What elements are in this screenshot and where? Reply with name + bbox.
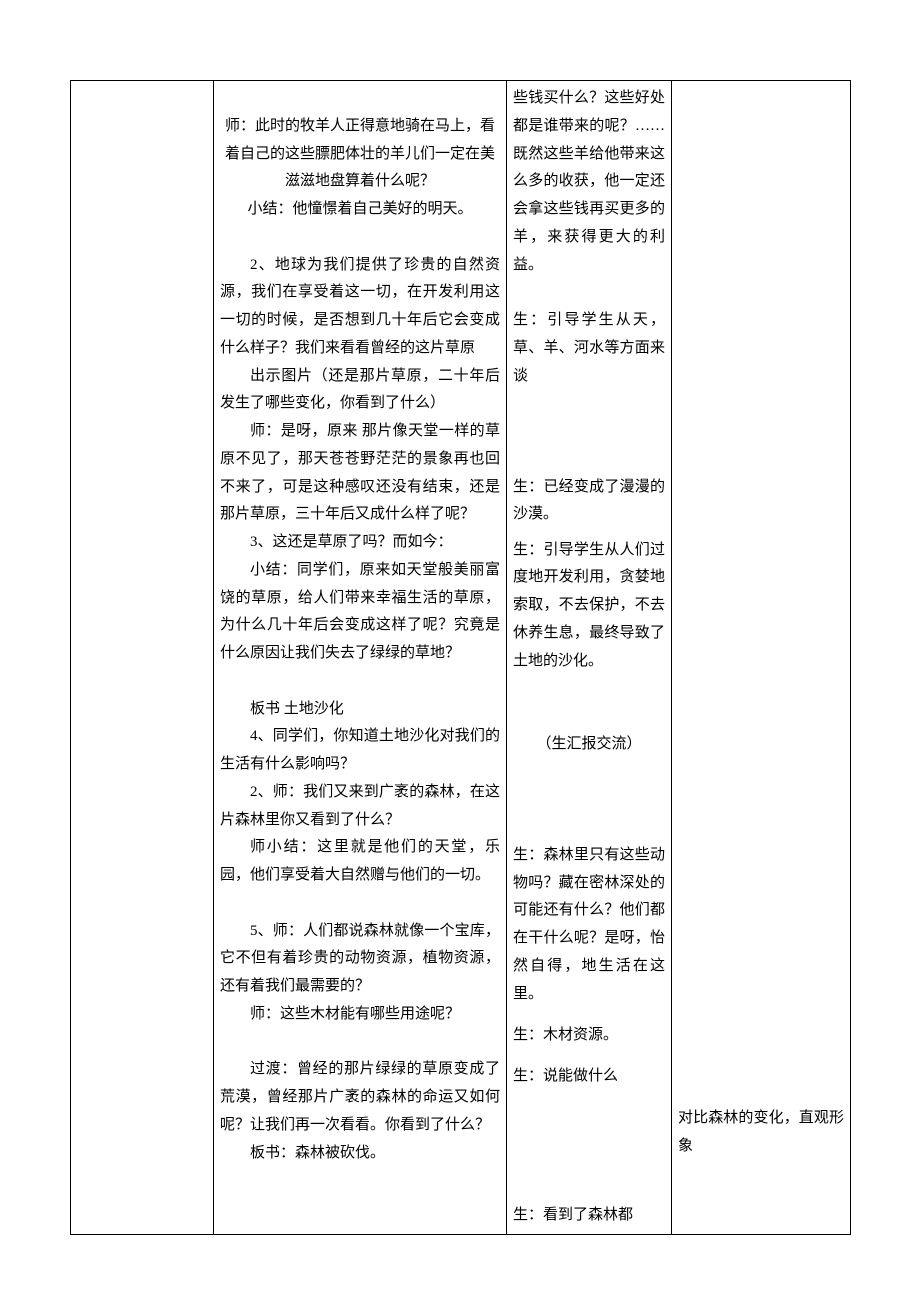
student-line: 生：已经变成了漫漫的沙漠。	[513, 474, 665, 530]
document-page: 师：此时的牧羊人正得意地骑在马上，看着自己的这些膘肥体壮的羊儿们一定在美滋滋地盘…	[0, 0, 920, 1275]
teacher-line: 2、地球为我们提供了珍贵的自然资源，我们在享受着这一切，在开发利用这一切的时候，…	[220, 252, 500, 363]
student-line: 生：说能做什么	[513, 1063, 665, 1091]
board-text: 板书：森林被砍伐。	[220, 1140, 500, 1168]
student-report: （生汇报交流）	[513, 731, 665, 759]
student-line: 生：森林里只有这些动物吗？藏在密林深处的可能还有什么？他们都在干什么呢？是呀，怡…	[513, 842, 665, 1009]
teacher-line: 3、这还是草原了吗？而如今：	[220, 529, 500, 557]
teacher-summary: 师小结：这里就是他们的天堂，乐园，他们享受着大自然赠与他们的一切。	[220, 834, 500, 890]
student-line: 些钱买什么？这些好处都是谁带来的呢？……既然这些羊给他带来这么多的收获，他一定还…	[513, 85, 665, 279]
teacher-line: 师：这些木材能有哪些用途呢？	[220, 1001, 500, 1029]
student-line: 生：引导学生从天，草、羊、河水等方面来谈	[513, 307, 665, 390]
student-line: 生：引导学生从人们过度地开发利用，贪婪地索取，不去保护，不去休养生息，最终导致了…	[513, 537, 665, 676]
student-line: 生：看到了森林都	[513, 1202, 665, 1230]
note-line: 对比森林的变化，直观形象	[678, 1105, 844, 1161]
cell-col4: 对比森林的变化，直观形象	[672, 81, 851, 1235]
student-line: 生：木材资源。	[513, 1022, 665, 1050]
teacher-summary: 小结：同学们，原来如天堂般美丽富饶的草原，给人们带来幸福生活的草原，为什么几十年…	[220, 557, 500, 668]
teacher-line: 5、师：人们都说森林就像一个宝库，它不但有着珍贵的动物资源，植物资源，还有着我们…	[220, 918, 500, 1001]
cell-col1	[71, 81, 214, 1235]
board-text: 板书 土地沙化	[220, 696, 500, 724]
cell-col3: 些钱买什么？这些好处都是谁带来的呢？……既然这些羊给他带来这么多的收获，他一定还…	[507, 81, 672, 1235]
teacher-line: 4、同学们，你知道土地沙化对我们的生活有什么影响吗？	[220, 723, 500, 779]
teacher-line: 师：是呀，原来 那片像天堂一样的草原不见了，那天苍苍野茫茫的景象再也回不来了，可…	[220, 418, 500, 529]
teacher-line: 师：此时的牧羊人正得意地骑在马上，看着自己的这些膘肥体壮的羊儿们一定在美滋滋地盘…	[220, 113, 500, 196]
cell-col2: 师：此时的牧羊人正得意地骑在马上，看着自己的这些膘肥体壮的羊儿们一定在美滋滋地盘…	[214, 81, 507, 1235]
teacher-summary: 小结：他憧憬着自己美好的明天。	[220, 196, 500, 224]
lesson-table: 师：此时的牧羊人正得意地骑在马上，看着自己的这些膘肥体壮的羊儿们一定在美滋滋地盘…	[70, 80, 851, 1235]
teacher-line: 出示图片（还是那片草原，二十年后发生了哪些变化，你看到了什么）	[220, 363, 500, 419]
teacher-line: 2、师：我们又来到广袤的森林，在这片森林里你又看到了什么？	[220, 779, 500, 835]
table-row: 师：此时的牧羊人正得意地骑在马上，看着自己的这些膘肥体壮的羊儿们一定在美滋滋地盘…	[71, 81, 851, 1235]
transition-line: 过渡：曾经的那片绿绿的草原变成了荒漠，曾经那片广袤的森林的命运又如何呢？让我们再…	[220, 1056, 500, 1139]
